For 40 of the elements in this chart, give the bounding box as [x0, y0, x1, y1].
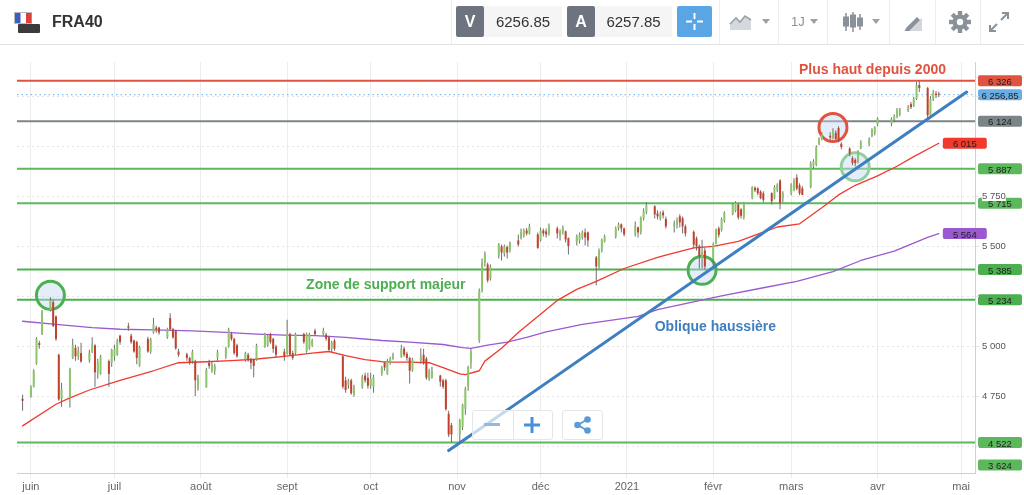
- x-tick-label: mai: [952, 479, 970, 492]
- text: 6257.85: [595, 6, 672, 37]
- y-tick-label: 5 750: [982, 189, 1006, 201]
- ref-line-label: 6 256,85: [981, 89, 1019, 101]
- text: 1J: [791, 13, 805, 31]
- ref-line-label: 4 522: [988, 437, 1012, 449]
- y-tick-label: 5 500: [982, 240, 1006, 252]
- ref-line-label: 6 326: [988, 75, 1012, 87]
- candlestick: [676, 217, 679, 229]
- candlestick: [313, 328, 316, 336]
- ref-line-label: 5 234: [988, 294, 1012, 306]
- x-tick-label: juil: [106, 479, 122, 492]
- x-tick-label: févr: [704, 479, 723, 492]
- y-tick-label: 5 000: [982, 340, 1006, 352]
- x-tick-label: 2021: [614, 479, 640, 492]
- y-tick-label: 4 750: [982, 390, 1006, 402]
- x-tick-label: déc: [531, 479, 550, 492]
- x-tick-label: juin: [21, 479, 40, 492]
- ref-line-label: 6 124: [988, 116, 1012, 128]
- annotation: Zone de support majeur: [306, 276, 467, 293]
- x-tick-label: oct: [363, 479, 379, 492]
- candlestick: [792, 178, 795, 192]
- x-tick-label: août: [190, 479, 212, 492]
- text: 6256.85: [484, 6, 562, 37]
- ref-line-label: 5 715: [988, 198, 1012, 210]
- x-tick-label: mars: [778, 479, 804, 492]
- text: V: [456, 6, 484, 37]
- chart-title: FRA40: [52, 12, 103, 32]
- annotation: Oblique haussière: [654, 317, 777, 334]
- data-label: 6 015: [952, 138, 977, 150]
- x-tick-label: avr: [869, 479, 886, 492]
- ref-line-label: 5 887: [988, 163, 1012, 175]
- x-tick-label: sept: [276, 479, 298, 492]
- ref-line-label: 5 385: [988, 264, 1012, 276]
- text: A: [567, 6, 595, 37]
- text: 3 624: [988, 460, 1012, 472]
- point: [34, 279, 66, 311]
- x-tick-label: nov: [448, 479, 467, 492]
- data-label: 5 564: [952, 228, 977, 240]
- annotation: Plus haut depuis 2000: [798, 60, 947, 77]
